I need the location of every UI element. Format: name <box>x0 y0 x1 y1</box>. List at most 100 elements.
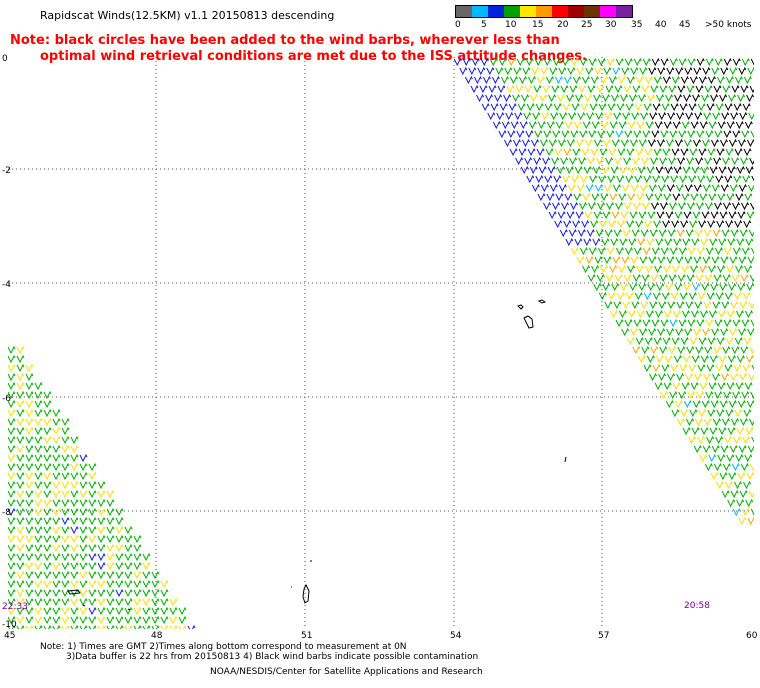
wind-barb <box>685 372 693 382</box>
wind-barb <box>747 445 754 454</box>
wind-barb <box>623 156 632 166</box>
wind-barb <box>723 246 732 256</box>
wind-barb <box>655 237 664 247</box>
legend-label-20: 20 <box>557 20 569 30</box>
wind-barb <box>718 309 726 319</box>
wind-barb <box>701 282 710 292</box>
wind-barb <box>70 606 79 616</box>
wind-barbs <box>8 57 754 629</box>
wind-barb <box>473 75 482 85</box>
wind-barb <box>627 120 636 130</box>
wind-barb <box>97 579 106 589</box>
wind-barb <box>741 201 749 211</box>
wind-barb <box>537 192 546 202</box>
wind-barb <box>509 147 518 157</box>
wind-barb <box>680 147 689 157</box>
lon-label-48: 48 <box>151 631 163 641</box>
wind-barb <box>554 219 563 229</box>
wind-barb <box>739 228 748 238</box>
wind-barb <box>16 561 25 571</box>
wind-barb <box>690 381 699 391</box>
wind-barb <box>25 570 34 580</box>
wind-barb <box>657 183 666 193</box>
wind-barb <box>696 129 705 139</box>
wind-barb <box>52 426 61 436</box>
wind-barb <box>660 129 669 139</box>
wind-barb <box>714 201 722 211</box>
wind-barb <box>506 84 515 94</box>
wind-barb <box>746 471 754 481</box>
wind-barb <box>729 255 738 265</box>
wind-barb <box>43 408 52 418</box>
wind-barb <box>678 318 687 328</box>
wind-barb <box>735 264 744 274</box>
wind-barb <box>88 615 97 625</box>
wind-barb <box>79 543 88 553</box>
wind-barb <box>552 57 561 67</box>
wind-barb <box>8 471 16 481</box>
wind-barb <box>707 408 716 418</box>
wind-barb <box>575 93 584 103</box>
wind-barb <box>627 192 636 202</box>
wind-barb <box>742 363 751 373</box>
wind-barb <box>738 516 747 526</box>
wind-barb <box>690 264 699 274</box>
wind-barb <box>700 426 709 436</box>
wind-barb <box>52 489 61 499</box>
wind-barb <box>115 534 124 544</box>
wind-barb <box>658 111 667 121</box>
wind-barb <box>748 373 754 382</box>
wind-barb <box>722 84 731 94</box>
wind-barb <box>106 498 115 508</box>
wind-barb <box>646 354 655 364</box>
wind-barb <box>740 84 749 94</box>
wind-barb <box>459 66 468 76</box>
wind-barb <box>486 66 495 76</box>
wind-barb <box>666 138 674 148</box>
wind-barb <box>660 318 669 328</box>
wind-barb <box>631 300 640 310</box>
legend-label-25: 25 <box>581 20 593 30</box>
wind-barb <box>639 327 648 337</box>
wind-barb <box>723 390 732 400</box>
wind-barb <box>570 57 579 67</box>
wind-barb <box>750 58 754 66</box>
wind-barb <box>733 174 742 184</box>
wind-barb <box>716 219 725 229</box>
wind-barb <box>106 606 115 616</box>
wind-barb <box>97 597 106 607</box>
wind-barb <box>34 534 43 544</box>
wind-barb <box>719 93 728 103</box>
wind-barb <box>34 417 43 427</box>
wind-barb <box>734 75 743 85</box>
wind-barb <box>625 174 634 184</box>
wind-barb <box>657 138 665 148</box>
wind-barb <box>592 237 601 247</box>
wind-barb <box>716 336 725 346</box>
wind-barb <box>16 471 25 481</box>
wind-barb <box>79 534 88 544</box>
wind-barb <box>650 345 659 355</box>
wind-barb <box>97 552 106 562</box>
wind-barb <box>79 624 88 629</box>
wind-barb <box>687 57 696 67</box>
wind-barb <box>25 363 34 373</box>
wind-barb <box>661 291 670 301</box>
wind-barb <box>579 201 587 211</box>
wind-barb <box>16 417 25 427</box>
wind-barb <box>650 84 659 94</box>
wind-barb <box>741 57 750 67</box>
wind-barb <box>684 255 693 265</box>
wind-barb <box>504 66 513 76</box>
wind-barb <box>749 346 754 355</box>
wind-barb <box>693 66 702 76</box>
wind-barb <box>603 255 612 265</box>
wind-barb <box>699 381 708 391</box>
wind-barb <box>620 282 629 292</box>
wind-barb <box>61 417 70 427</box>
wind-barb <box>723 129 732 139</box>
wind-barb <box>643 291 652 301</box>
wind-barb <box>526 102 535 112</box>
wind-barb <box>494 93 503 103</box>
wind-barb <box>79 498 88 508</box>
